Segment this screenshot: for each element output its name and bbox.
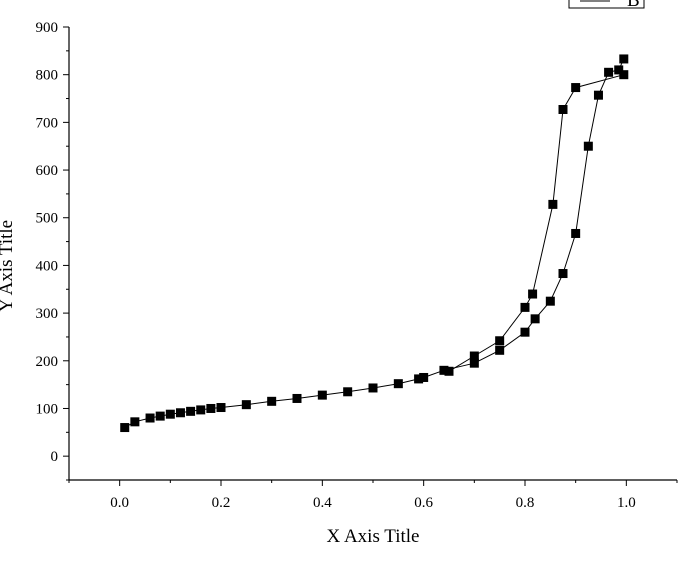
series-line: [124, 58, 625, 428]
data-point-marker: [267, 396, 277, 406]
data-point-marker: [469, 358, 479, 368]
data-point-marker: [368, 383, 378, 393]
data-point-marker: [520, 302, 530, 312]
y-tick-label: 0: [51, 449, 59, 465]
x-tick-label: 0.8: [516, 495, 535, 511]
data-point-marker: [165, 409, 175, 419]
x-tick-label: 0.2: [212, 495, 231, 511]
series-lines: [124, 58, 625, 428]
data-point-marker: [495, 336, 505, 346]
data-point-marker: [206, 403, 216, 413]
legend: B: [568, 0, 645, 11]
y-axis-title: Y Axis Title: [0, 220, 17, 312]
data-point-marker: [520, 327, 530, 337]
data-point-marker: [196, 405, 206, 415]
data-point-marker: [175, 408, 185, 418]
data-point-marker: [120, 423, 130, 433]
data-point-marker: [530, 314, 540, 324]
x-tick-label: 0.6: [414, 495, 433, 511]
data-point-marker: [583, 141, 593, 151]
y-tick-label: 900: [36, 20, 59, 36]
data-point-marker: [393, 379, 403, 389]
data-point-marker: [444, 366, 454, 376]
data-point-marker: [619, 70, 629, 80]
legend-label: B: [627, 0, 640, 11]
data-point-marker: [528, 289, 538, 299]
series-line: [448, 74, 624, 372]
data-point-marker: [439, 365, 449, 375]
data-point-marker: [414, 374, 424, 384]
data-point-marker: [155, 411, 165, 421]
data-point-marker: [186, 406, 196, 416]
data-point-marker: [241, 400, 251, 410]
data-point-marker: [545, 296, 555, 306]
data-point-marker: [343, 387, 353, 397]
y-tick-label: 600: [36, 163, 59, 179]
x-tick-label: 0.4: [313, 495, 332, 511]
data-point-marker: [614, 65, 624, 75]
data-point-marker: [558, 104, 568, 114]
y-tick-label: 500: [36, 211, 59, 227]
axis-ticks: 0 100 200 300 400 500 600 700 800 900 0.0 0.2 0.4 0.6…: [36, 20, 678, 511]
y-tick-label: 700: [36, 115, 59, 131]
data-point-marker: [216, 403, 226, 413]
data-point-marker: [317, 390, 327, 400]
data-point-marker: [604, 67, 614, 77]
y-tick-label: 800: [36, 68, 59, 84]
data-point-marker: [469, 351, 479, 361]
data-point-marker: [558, 269, 568, 279]
data-point-marker: [130, 417, 140, 427]
data-point-marker: [593, 90, 603, 100]
data-point-marker: [495, 345, 505, 355]
y-tick-label: 300: [36, 306, 59, 322]
legend-box: [568, 0, 645, 9]
y-tick-label: 100: [36, 401, 59, 417]
data-point-marker: [619, 54, 629, 64]
data-markers: [120, 54, 629, 433]
x-axis-title: X Axis Title: [327, 526, 420, 547]
y-tick-label: 400: [36, 258, 59, 274]
x-tick-label: 0.0: [110, 495, 129, 511]
data-point-marker: [571, 228, 581, 238]
x-tick-label: 1.0: [617, 495, 636, 511]
data-point-marker: [292, 393, 302, 403]
data-point-marker: [548, 199, 558, 209]
y-tick-label: 200: [36, 354, 59, 370]
data-point-marker: [145, 413, 155, 423]
data-point-marker: [419, 372, 429, 382]
data-point-marker: [571, 83, 581, 93]
